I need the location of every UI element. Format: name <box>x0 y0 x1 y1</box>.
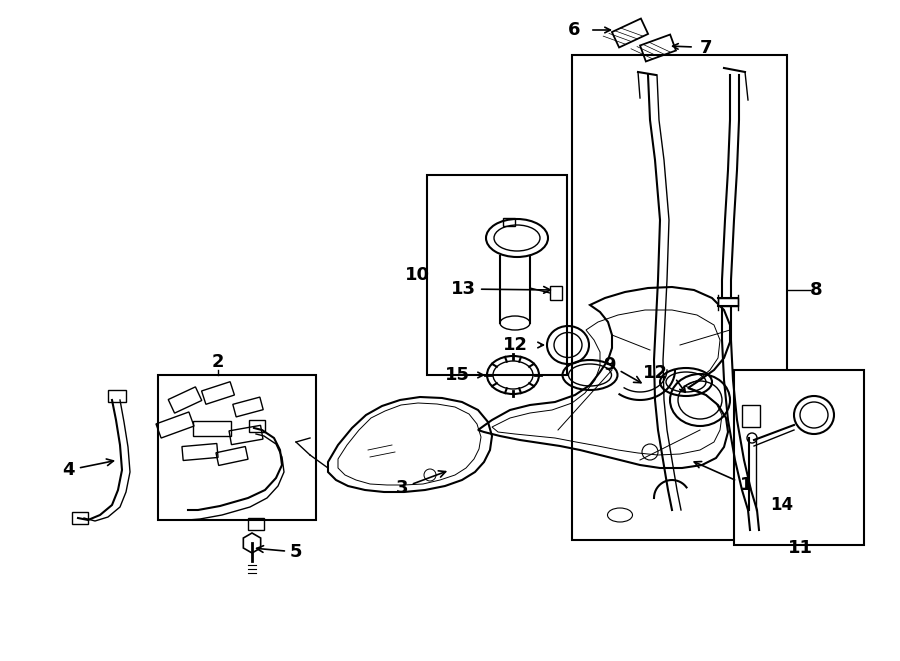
Text: 5: 5 <box>256 543 302 561</box>
Text: 15: 15 <box>445 366 470 384</box>
Bar <box>72 512 88 524</box>
Text: 12: 12 <box>503 336 528 354</box>
Bar <box>572 55 787 540</box>
Text: 6: 6 <box>568 21 580 39</box>
Text: 4: 4 <box>62 459 113 479</box>
Text: 9: 9 <box>604 356 641 383</box>
Text: 3: 3 <box>395 471 446 497</box>
Text: 8: 8 <box>810 281 823 299</box>
Bar <box>742 405 760 427</box>
Bar <box>248 518 264 530</box>
Text: 12: 12 <box>643 364 668 382</box>
Bar <box>503 218 515 226</box>
Bar <box>734 370 864 545</box>
Bar <box>427 175 567 375</box>
Bar <box>718 298 738 306</box>
Text: 1: 1 <box>694 461 752 494</box>
Text: 2: 2 <box>212 353 224 371</box>
Text: 7: 7 <box>700 39 713 57</box>
Bar <box>550 286 562 300</box>
Text: 13: 13 <box>451 280 551 298</box>
Bar <box>249 420 265 432</box>
Text: 14: 14 <box>770 496 794 514</box>
Text: 11: 11 <box>788 539 813 557</box>
Text: 10: 10 <box>405 266 430 284</box>
Bar <box>158 375 316 520</box>
Bar <box>108 390 126 402</box>
